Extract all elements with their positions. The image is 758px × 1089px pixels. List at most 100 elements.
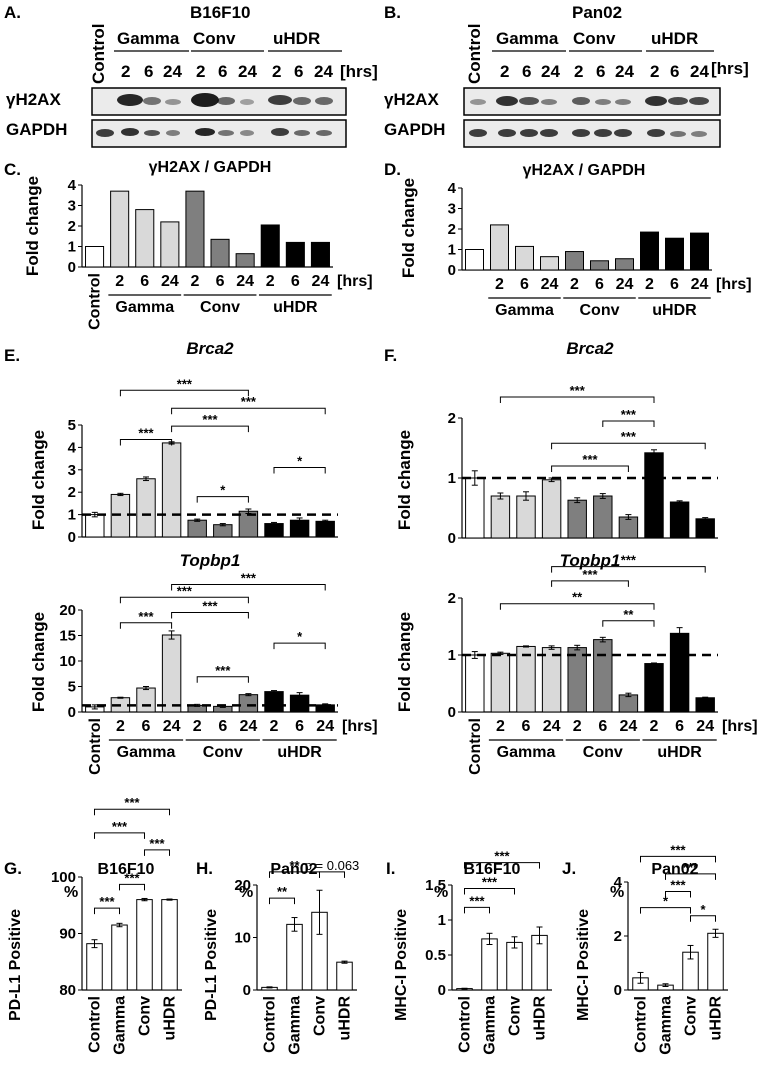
chart-h-significance-bracket [319, 871, 345, 878]
chart-f1-significance-label: *** [582, 452, 598, 467]
blot-a-control: Control [89, 24, 108, 84]
blot-a-row-h2ax: γH2AX [6, 90, 61, 109]
blot-b-row-h2ax: γH2AX [384, 90, 439, 109]
panel-letter-e: E. [4, 346, 20, 365]
chart-f2-bar [541, 647, 562, 713]
chart-c-y-tick-label: 0 [68, 259, 76, 276]
blot-a-bands-gapdh [96, 128, 332, 137]
chart-e2-y-tick-label: 5 [68, 679, 76, 696]
chart-j-category-label: uHDR [708, 996, 725, 1041]
chart-i-percent-label: % [434, 884, 448, 901]
chart-j-bar [707, 932, 724, 991]
time-label: 2 [570, 276, 579, 293]
chart-f1-significance-bracket [602, 420, 655, 427]
blot-a-group-uhdr: uHDR [273, 29, 320, 48]
chart-e1-significance-label: *** [241, 394, 257, 409]
blot-a-group-conv: Conv [193, 29, 236, 48]
band [117, 94, 143, 106]
chart-i-significance-bracket [464, 906, 490, 914]
chart-e1-bar [136, 478, 156, 538]
chart-e2-title: Topbp1 [180, 551, 241, 570]
band [271, 128, 289, 136]
chart-g-significance-label: *** [99, 894, 115, 909]
chart-f2-y-tick-label: 2 [448, 590, 456, 607]
band [166, 130, 180, 136]
chart-c-bar [160, 221, 180, 268]
chart-d-y-tick-label: 4 [448, 180, 457, 197]
chart-e1-significance-bracket [171, 407, 326, 415]
chart-e1-significance-bracket [119, 439, 173, 446]
chart-f1-bar [618, 516, 639, 539]
chart-g-y-tick-label: 90 [59, 926, 76, 943]
chart-j-significance-bracket [690, 915, 716, 922]
time-unit-label: [hrs] [722, 718, 758, 735]
band [541, 99, 557, 105]
blot-b-time: 2 [650, 62, 659, 81]
chart-i-title: B16F10 [464, 861, 521, 878]
chart-g-significance-label: *** [124, 870, 140, 885]
band [294, 130, 310, 136]
chart-d-bar [490, 224, 509, 271]
time-label: 6 [218, 718, 227, 735]
chart-f2-bar [490, 652, 511, 713]
blot-a-group-gamma: Gamma [117, 29, 180, 48]
chart-e1-significance-label: *** [177, 376, 193, 391]
chart-f1-bar [593, 495, 613, 539]
blot-b-time: 6 [670, 62, 679, 81]
chart-e2-significance-label: *** [138, 609, 154, 624]
chart-f2-bar [465, 654, 485, 713]
chart-f2-significance-label: ** [572, 590, 583, 605]
chart-e1-bar [187, 519, 207, 538]
chart-e2-y-tick-label: 0 [68, 704, 76, 721]
chart-h-y-tick-label: 10 [234, 930, 251, 947]
chart-f1-bar [541, 479, 562, 539]
blot-b-time: 24 [541, 62, 560, 81]
time-label: 2 [266, 273, 275, 290]
chart-e1-y-tick-label: 0 [68, 529, 76, 546]
chart-e1-ylabel: Fold change [29, 430, 48, 530]
band [293, 97, 311, 105]
blot-a-row-gapdh: GAPDH [6, 120, 67, 139]
chart-f1-bar [695, 518, 715, 539]
chart-f2-significance-bracket [551, 580, 629, 587]
time-label: 2 [495, 276, 504, 293]
chart-i-y-tick-label: 1 [438, 912, 446, 929]
panel-letter-c: C. [4, 160, 21, 179]
time-label: 2 [190, 273, 199, 290]
blot-b-group-conv: Conv [573, 29, 616, 48]
time-label: 6 [291, 273, 300, 290]
band [240, 99, 254, 105]
time-label: 6 [520, 276, 529, 293]
chart-d-bar [540, 256, 559, 271]
blot-a-unit: [hrs] [340, 62, 378, 81]
panel-letter-g: G. [4, 859, 22, 878]
chart-f2-title: Topbp1 [560, 551, 621, 570]
time-label: 24 [161, 273, 179, 290]
time-label: 24 [163, 718, 181, 735]
band [470, 99, 486, 105]
band [519, 97, 539, 105]
band [594, 129, 612, 137]
chart-e1-bar [85, 514, 105, 538]
chart-g-y-tick-label: 80 [59, 982, 76, 999]
time-label: 6 [142, 718, 151, 735]
chart-j-percent-label: % [610, 884, 624, 901]
chart-e1-y-tick-label: 2 [68, 484, 76, 501]
group-label: uHDR [277, 744, 322, 761]
chart-g-significance-bracket [119, 883, 145, 891]
chart-f1-bar [490, 495, 511, 539]
chart-j-significance-label: * [700, 902, 706, 917]
chart-f1-significance-label: *** [621, 429, 637, 444]
time-label: 24 [620, 718, 638, 735]
chart-f2-significance-bracket [499, 603, 655, 610]
chart-f2-bar [644, 663, 664, 713]
chart-f2-y-tick-label: 0 [448, 704, 456, 721]
chart-e1-significance-label: *** [138, 426, 154, 441]
chart-d-bar [690, 232, 709, 271]
chart-d-y-tick-label: 0 [448, 262, 456, 279]
chart-g-ylabel: PD-L1 Positive [7, 909, 24, 1021]
chart-e1-y-tick-label: 4 [68, 439, 77, 456]
time-label: 6 [598, 718, 607, 735]
control-label: Control [87, 273, 104, 330]
